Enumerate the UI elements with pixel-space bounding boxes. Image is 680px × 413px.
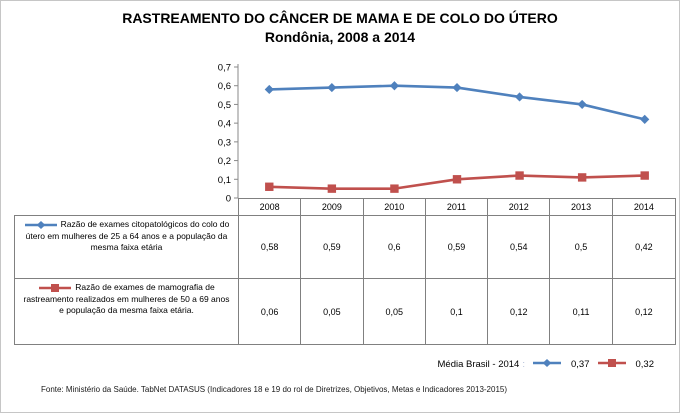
value-cell: 0,59 <box>301 216 364 279</box>
y-axis-tick-label: 0,2 <box>218 156 231 167</box>
chart-title: RASTREAMENTO DO CÂNCER DE MAMA E DE COLO… <box>1 9 679 47</box>
square-marker <box>327 184 337 193</box>
square-marker <box>640 171 649 180</box>
media-brasil-cyto-value: 0,37 <box>571 359 590 370</box>
y-axis-tick-label: 0,5 <box>218 100 231 111</box>
year-header-cell: 2013 <box>550 199 613 215</box>
square-marker <box>577 173 587 182</box>
media-brasil-label: Média Brasil - 2014 <box>437 359 520 370</box>
value-cell: 0,12 <box>488 279 551 344</box>
series-key-icon <box>597 359 626 367</box>
square-marker <box>390 184 399 193</box>
square-marker <box>515 171 524 180</box>
y-axis-tick-label: 0 <box>226 194 231 205</box>
media-brasil-separator: : <box>522 359 525 370</box>
year-header-cell: 2012 <box>488 199 551 215</box>
diamond-marker <box>452 82 462 93</box>
value-cell: 0,58 <box>239 216 302 279</box>
data-table-year-header: 2008 2009 2010 2011 2012 2013 2014 <box>238 198 676 215</box>
value-cell: 0,5 <box>550 216 613 279</box>
series-legend-cell: Razão de exames de mamografia de rastrea… <box>15 279 239 344</box>
year-header-cell: 2011 <box>426 199 489 215</box>
square-marker <box>265 182 274 191</box>
value-cell: 0,11 <box>550 279 613 344</box>
value-cell: 0,6 <box>363 216 426 279</box>
value-cell: 0,54 <box>488 216 551 279</box>
y-axis-tick-label: 0,1 <box>218 175 231 186</box>
mammo-series-key-icon <box>597 358 627 371</box>
data-table-body: Razão de exames citopatológicos do colo … <box>14 215 676 345</box>
year-header-cell: 2009 <box>301 199 364 215</box>
year-header-cell: 2010 <box>364 199 426 215</box>
y-axis-tick-label: 0,3 <box>218 137 231 148</box>
series-key-icon <box>24 220 57 229</box>
chart-title-line1: RASTREAMENTO DO CÂNCER DE MAMA E DE COLO… <box>122 10 558 26</box>
year-header-cell: 2008 <box>239 199 302 215</box>
cyto-series-key-icon <box>532 358 562 371</box>
value-cell: 0,06 <box>239 279 302 344</box>
series-line <box>267 84 647 121</box>
media-brasil-mammo-value: 0,32 <box>635 359 655 370</box>
value-cell: 0,1 <box>426 279 489 344</box>
y-axis-tick-label: 0,4 <box>218 119 231 130</box>
value-cell: 0,42 <box>612 216 675 279</box>
y-axis-tick-label: 0,6 <box>218 81 231 92</box>
year-header-cell: 2014 <box>633 202 654 212</box>
media-brasil-legend: Média Brasil - 2014 : 0,37 0,32 <box>437 356 655 373</box>
diamond-marker <box>327 82 337 93</box>
y-axis-tick-label: 0,7 <box>218 63 231 74</box>
source-note: Fonte: Ministério da Saúde. TabNet DATAS… <box>41 385 508 394</box>
diamond-marker <box>389 81 400 91</box>
value-cell: 0,59 <box>425 216 489 279</box>
diamond-marker <box>264 84 274 95</box>
series-legend-cell: Razão de exames citopatológicos do colo … <box>15 216 239 279</box>
series-key-icon <box>533 359 561 367</box>
value-cell: 0,05 <box>364 279 426 344</box>
series-legend-label: Razão de exames citopatológicos do colo … <box>25 219 230 252</box>
series-legend-label: Razão de exames de mamografia de rastrea… <box>23 282 230 315</box>
chart-title-line2: Rondônia, 2008 a 2014 <box>264 29 416 45</box>
diamond-marker <box>577 99 587 110</box>
value-cell: 0,05 <box>301 279 364 344</box>
diamond-marker <box>640 114 650 124</box>
series-key-icon <box>39 283 72 292</box>
value-cell: 0,12 <box>635 306 653 317</box>
series-line <box>267 174 647 190</box>
square-marker <box>452 175 462 184</box>
diamond-marker <box>514 92 525 102</box>
